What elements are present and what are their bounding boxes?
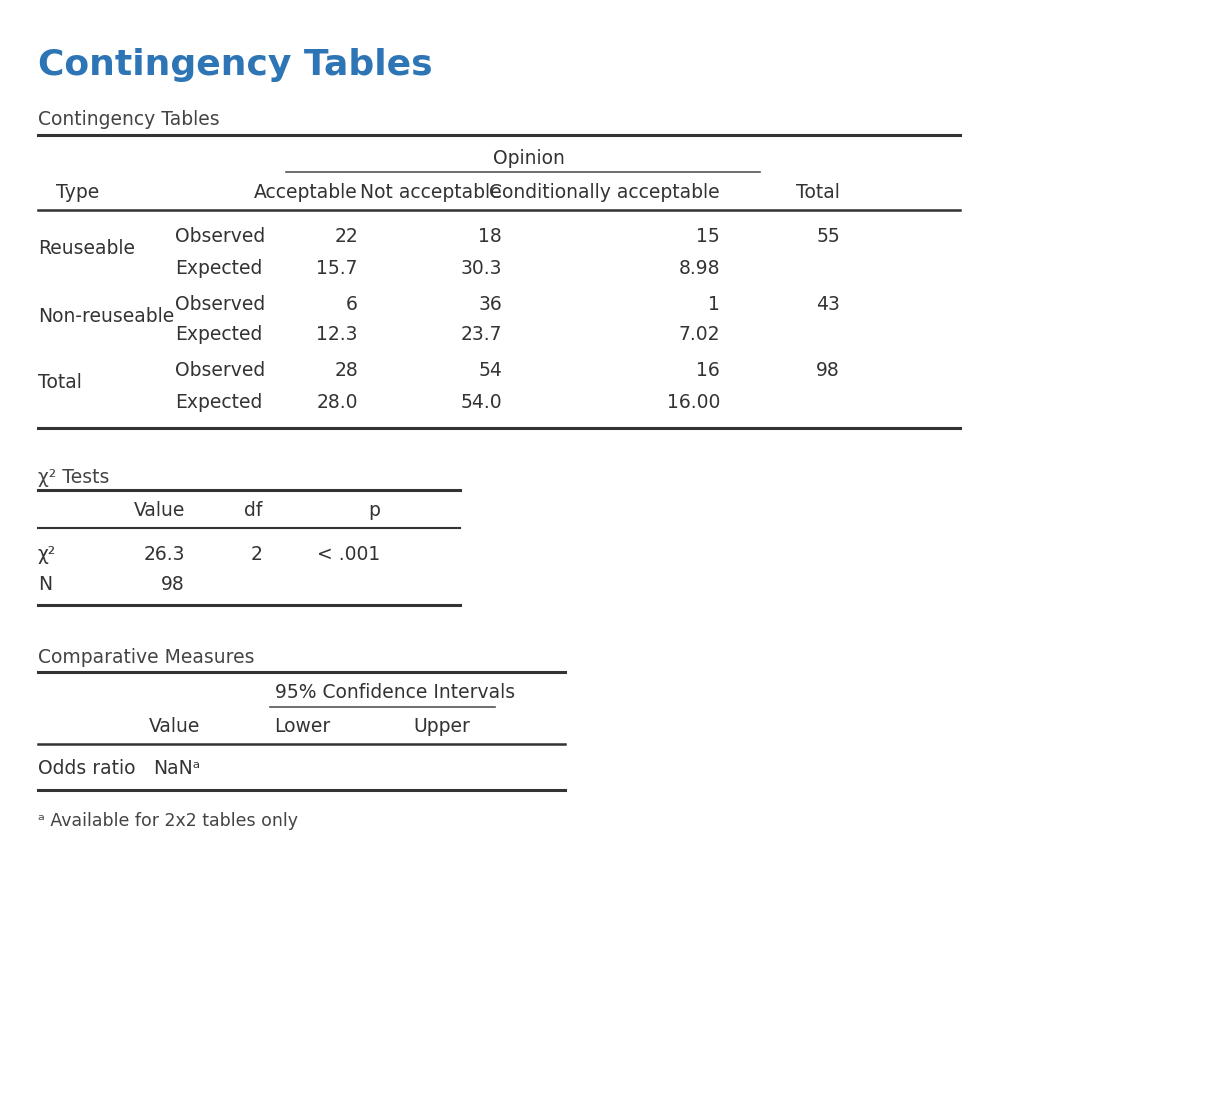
Text: 16.00: 16.00 [667, 393, 720, 411]
Text: Upper: Upper [414, 716, 470, 736]
Text: NaNᵃ: NaNᵃ [153, 759, 200, 778]
Text: 18: 18 [479, 228, 502, 246]
Text: Value: Value [134, 500, 185, 519]
Text: 28: 28 [334, 362, 358, 381]
Text: Not acceptable: Not acceptable [361, 183, 502, 201]
Text: Total: Total [796, 183, 841, 201]
Text: < .001: < .001 [317, 546, 380, 564]
Text: 15: 15 [696, 228, 720, 246]
Text: Contingency Tables: Contingency Tables [39, 48, 433, 82]
Text: Expected: Expected [175, 326, 263, 344]
Text: χ² Tests: χ² Tests [39, 468, 110, 487]
Text: Type: Type [57, 183, 100, 201]
Text: 12.3: 12.3 [316, 326, 358, 344]
Text: Lower: Lower [274, 716, 330, 736]
Text: 54.0: 54.0 [461, 393, 502, 411]
Text: 16: 16 [696, 362, 720, 381]
Text: N: N [39, 575, 52, 594]
Text: Reuseable: Reuseable [39, 240, 135, 258]
Text: Conditionally acceptable: Conditionally acceptable [490, 183, 720, 201]
Text: 36: 36 [479, 295, 502, 313]
Text: 95% Confidence Intervals: 95% Confidence Intervals [275, 683, 515, 703]
Text: 6: 6 [346, 295, 358, 313]
Text: Value: Value [148, 716, 200, 736]
Text: 55: 55 [816, 228, 841, 246]
Text: 1: 1 [708, 295, 720, 313]
Text: 30.3: 30.3 [461, 258, 502, 277]
Text: Acceptable: Acceptable [254, 183, 358, 201]
Text: Non-reuseable: Non-reuseable [39, 307, 174, 326]
Text: 43: 43 [816, 295, 841, 313]
Text: Total: Total [39, 374, 82, 393]
Text: Contingency Tables: Contingency Tables [39, 110, 219, 129]
Text: Comparative Measures: Comparative Measures [39, 648, 254, 667]
Text: Odds ratio: Odds ratio [39, 759, 135, 778]
Text: 28.0: 28.0 [316, 393, 358, 411]
Text: Expected: Expected [175, 258, 263, 277]
Text: 98: 98 [162, 575, 185, 594]
Text: ᵃ Available for 2x2 tables only: ᵃ Available for 2x2 tables only [39, 812, 298, 830]
Text: 54: 54 [478, 362, 502, 381]
Text: Observed: Observed [175, 228, 265, 246]
Text: 98: 98 [816, 362, 841, 381]
Text: 22: 22 [334, 228, 358, 246]
Text: Expected: Expected [175, 393, 263, 411]
Text: df: df [244, 500, 262, 519]
Text: 2: 2 [250, 546, 262, 564]
Text: 8.98: 8.98 [679, 258, 720, 277]
Text: Opinion: Opinion [493, 148, 564, 167]
Text: 26.3: 26.3 [144, 546, 185, 564]
Text: 23.7: 23.7 [461, 326, 502, 344]
Text: Observed: Observed [175, 295, 265, 313]
Text: 15.7: 15.7 [316, 258, 358, 277]
Text: 7.02: 7.02 [679, 326, 720, 344]
Text: χ²: χ² [39, 546, 57, 564]
Text: p: p [368, 500, 380, 519]
Text: Observed: Observed [175, 362, 265, 381]
